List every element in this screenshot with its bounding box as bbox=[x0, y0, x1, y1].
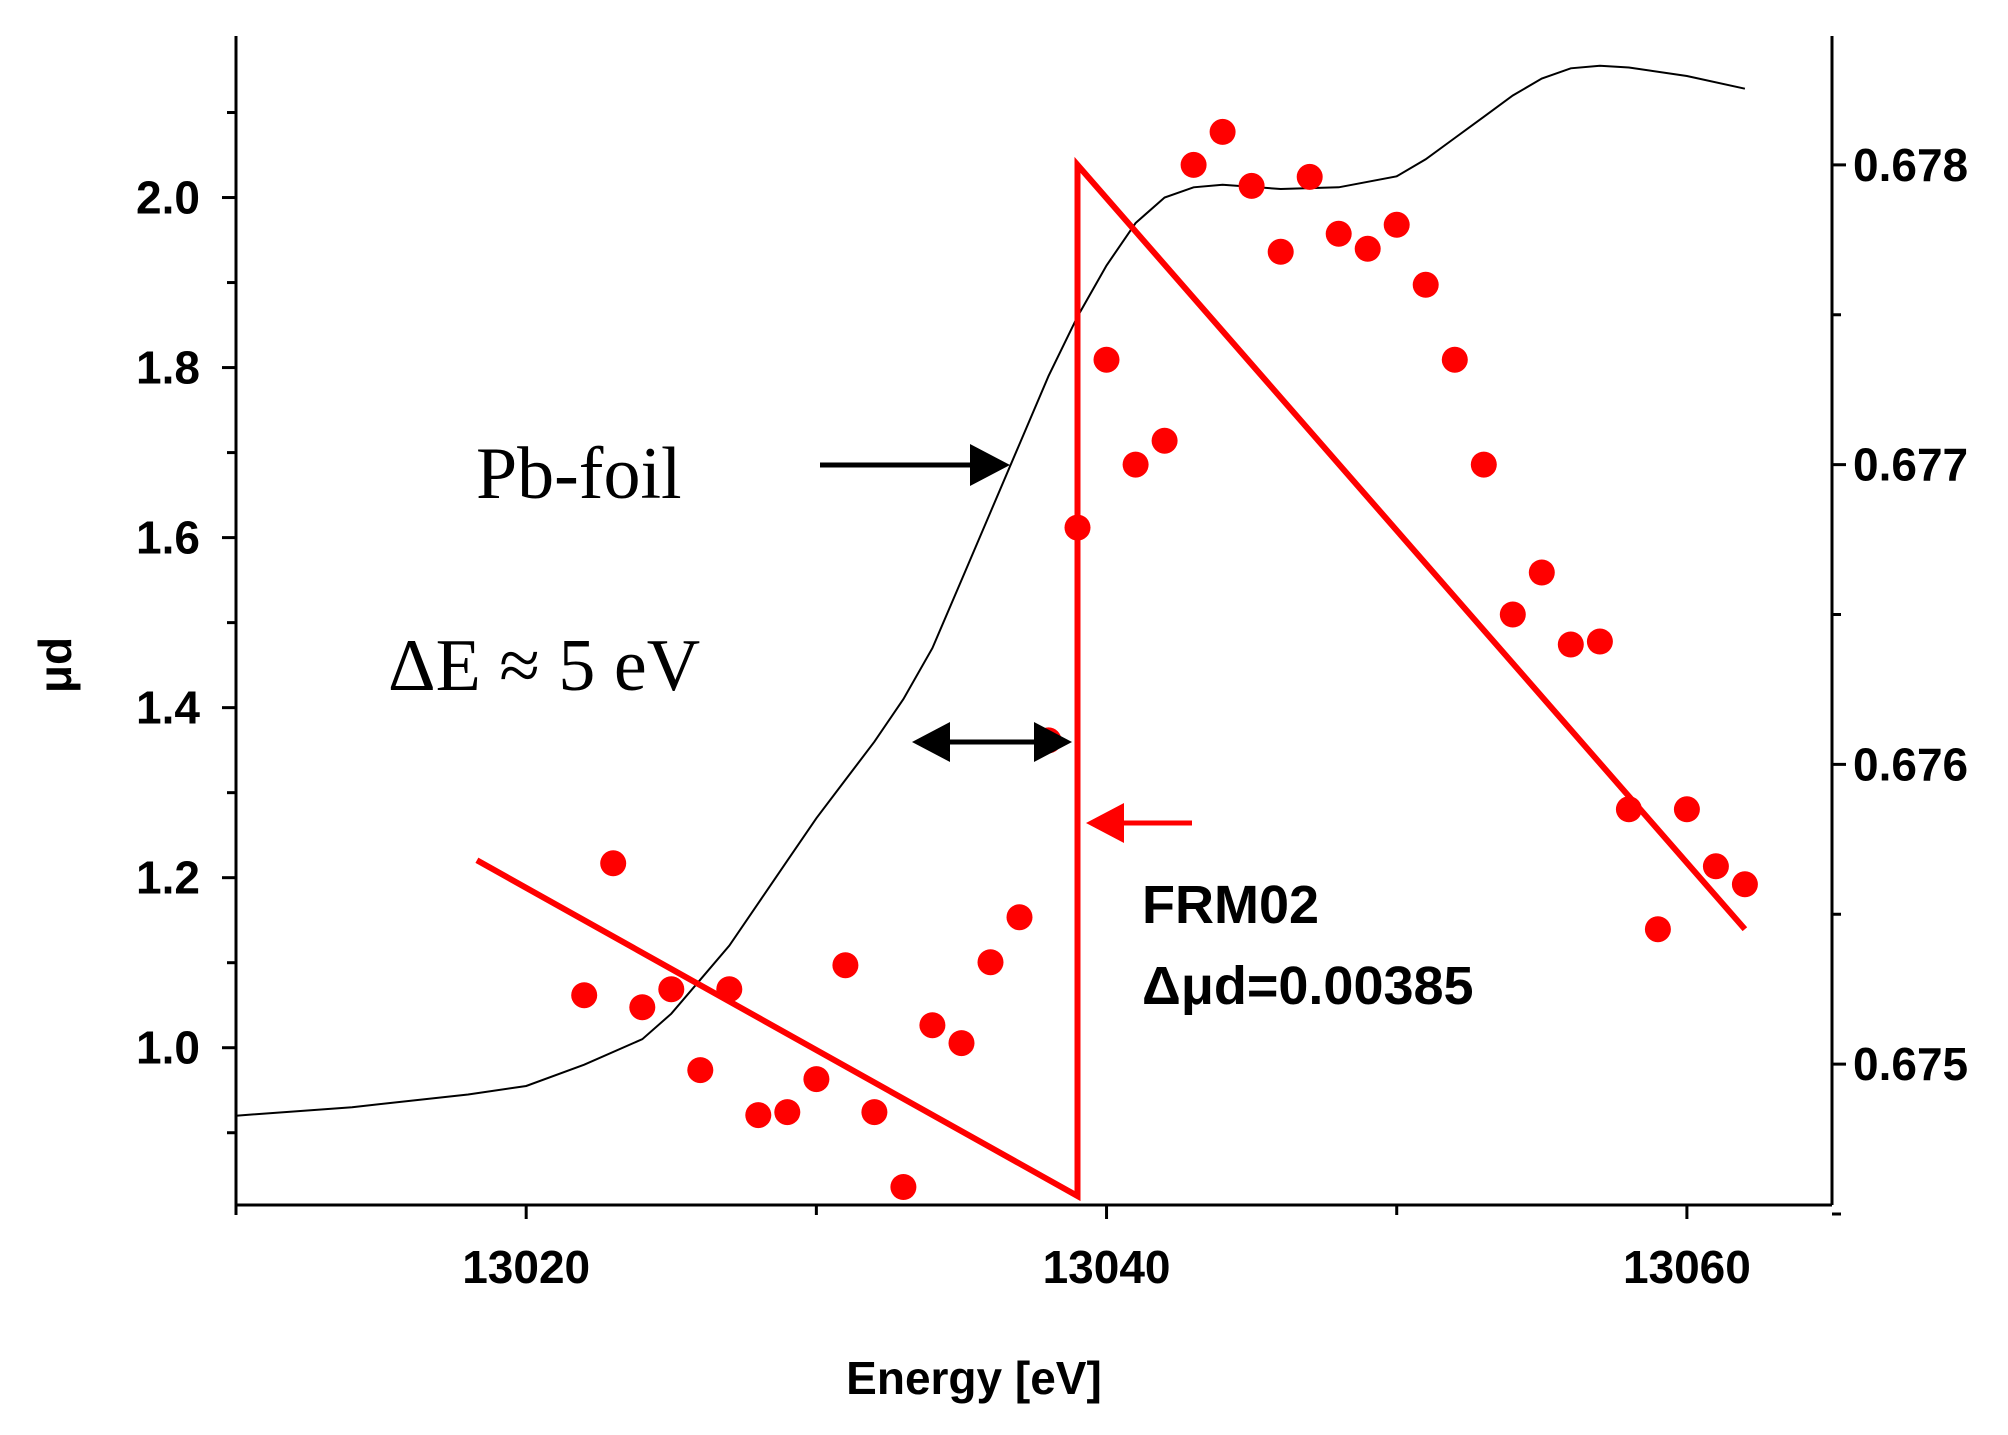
frm02-data-point bbox=[1499, 601, 1526, 628]
plot-frame bbox=[234, 36, 1834, 1207]
frm02-data-point bbox=[1702, 853, 1729, 880]
frm02-data-point bbox=[1354, 235, 1381, 262]
frm02-data-point bbox=[890, 1174, 917, 1200]
frm02-data-point bbox=[832, 952, 859, 979]
frm02-data-point bbox=[1006, 904, 1033, 931]
frm02-data-point bbox=[687, 1057, 714, 1084]
frm02-data-point bbox=[1296, 163, 1323, 190]
frm02-arrow-head-icon bbox=[1086, 803, 1124, 843]
delta-e-arrow-left-head-icon bbox=[912, 722, 950, 762]
x-tick-label: 13060 bbox=[1623, 1241, 1751, 1293]
frm02-data-point bbox=[948, 1030, 975, 1057]
frm02-data-point bbox=[1238, 172, 1265, 199]
y-tick-label: 1.4 bbox=[136, 682, 200, 734]
frm02-data-point bbox=[629, 994, 656, 1021]
frm02-data-point bbox=[1470, 451, 1497, 478]
frm02-data-point bbox=[1383, 211, 1410, 238]
frm02-data-point bbox=[1325, 220, 1352, 247]
frm02-data-point bbox=[774, 1099, 801, 1126]
y-tick-label: 1.0 bbox=[136, 1022, 200, 1074]
x-axis-label: Energy [eV] bbox=[846, 1352, 1102, 1404]
edge-fit-line bbox=[475, 156, 1748, 1202]
delta-mud-label: Δμd=0.00385 bbox=[1142, 956, 1474, 1016]
frm02-data-point bbox=[1557, 631, 1584, 658]
axis-ticks: 13020 13040 13060 1.0 1.2 1.4 1.6 1.8 2.0 0.675 0.… bbox=[136, 111, 1968, 1293]
frm02-data-point bbox=[716, 976, 743, 1003]
frm02-data-point bbox=[803, 1066, 830, 1093]
frm02-data-point bbox=[1615, 796, 1642, 823]
series-lines bbox=[235, 64, 1748, 1202]
frm02-data-point bbox=[919, 1012, 946, 1039]
scatter-points bbox=[571, 118, 1758, 1200]
frm02-data-point bbox=[977, 949, 1004, 976]
frm02-data-point bbox=[1267, 238, 1294, 265]
x-tick-label: 13020 bbox=[462, 1241, 590, 1293]
frm02-data-point bbox=[1064, 514, 1091, 541]
frm02-data-point bbox=[1209, 118, 1236, 145]
frm02-data-point bbox=[571, 982, 598, 1009]
frm02-data-point bbox=[1586, 628, 1613, 655]
frm02-data-point bbox=[1180, 151, 1207, 178]
frm02-data-point bbox=[745, 1102, 772, 1129]
y-tick-label: 1.8 bbox=[136, 342, 200, 394]
frm02-data-point bbox=[1441, 346, 1468, 373]
annotations: Pb-foil ΔE ≈ 5 eV FRM02 Δμd=0.00385 bbox=[388, 433, 1474, 1016]
frm02-data-point bbox=[1644, 916, 1671, 943]
y2-tick-label: 0.678 bbox=[1853, 139, 1968, 191]
y-axis-label: μd bbox=[29, 637, 81, 693]
frm02-label: FRM02 bbox=[1142, 875, 1319, 935]
frm02-data-point bbox=[1673, 796, 1700, 823]
frm02-data-point bbox=[861, 1099, 888, 1126]
frm02-data-point bbox=[600, 850, 627, 877]
y-tick-label: 2.0 bbox=[136, 172, 200, 224]
frm02-data-point bbox=[1093, 346, 1120, 373]
pb-foil-curve bbox=[235, 64, 1746, 1117]
y2-tick-label: 0.675 bbox=[1853, 1038, 1968, 1090]
frm02-data-point bbox=[1122, 451, 1149, 478]
frm02-data-point bbox=[1151, 427, 1178, 454]
pb-foil-arrow-head-icon bbox=[970, 444, 1010, 486]
pb-foil-annotation: Pb-foil bbox=[476, 433, 682, 515]
y-tick-label: 1.6 bbox=[136, 512, 200, 564]
frm02-data-point bbox=[1528, 559, 1555, 586]
y-tick-label: 1.2 bbox=[136, 852, 200, 904]
frm02-data-point bbox=[1731, 871, 1758, 898]
y2-tick-label: 0.677 bbox=[1853, 439, 1968, 491]
frm02-data-point bbox=[658, 976, 685, 1003]
y2-tick-label: 0.676 bbox=[1853, 738, 1968, 790]
frm02-data-point bbox=[1412, 271, 1439, 298]
x-tick-label: 13040 bbox=[1043, 1241, 1171, 1293]
delta-e-arrow-right-head-icon bbox=[1034, 722, 1072, 762]
delta-e-annotation: ΔE ≈ 5 eV bbox=[388, 625, 700, 707]
